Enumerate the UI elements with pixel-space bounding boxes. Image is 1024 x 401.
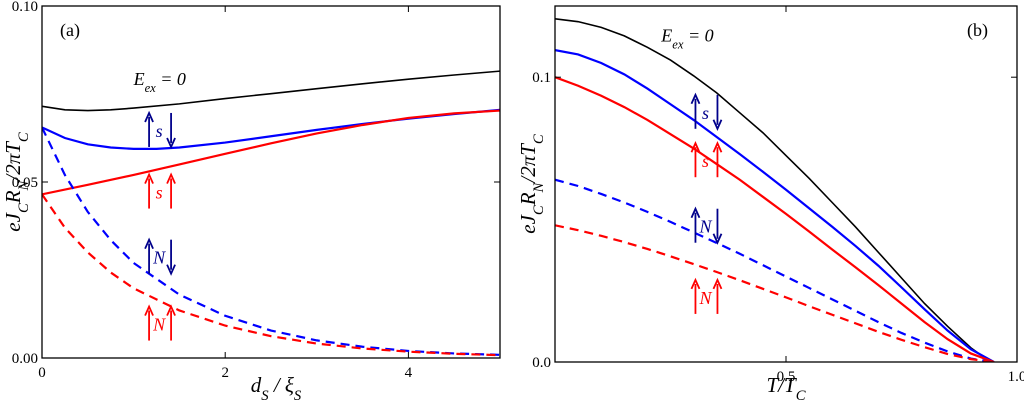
x-tick-label: 2 — [221, 365, 229, 381]
annotation-label: N — [152, 315, 166, 335]
series-line-3 — [555, 178, 995, 362]
series-line-0 — [42, 70, 500, 112]
y-axis-label: eJCRN/2πTC — [1, 132, 32, 232]
annotation-label: s — [702, 103, 709, 123]
annotation-antiparallel-N: N — [690, 206, 723, 245]
annotation-label: N — [698, 217, 712, 237]
series-line-4 — [555, 224, 995, 362]
x-tick-label: 1.0 — [1008, 369, 1024, 385]
x-axis-label: dS / ξS — [251, 373, 302, 401]
annotation-label: N — [698, 288, 712, 308]
annotation-parallel-N: N — [144, 304, 176, 341]
y-tick-label: 0.05 — [12, 175, 38, 191]
annotation-antiparallel-N: N — [144, 237, 176, 276]
x-axis-label: T/TC — [767, 373, 806, 401]
y-axis-label: eJCRN/2πTC — [516, 134, 547, 234]
series-line-2 — [42, 109, 500, 196]
x-tick-label: 0 — [38, 365, 46, 381]
annotation-parallel-s: s — [144, 172, 176, 209]
series-line-4 — [42, 193, 500, 357]
panel-label: (a) — [60, 20, 80, 41]
annotation-label: N — [152, 248, 166, 268]
eex-annotation: Eex = 0 — [133, 69, 186, 95]
annotation-parallel-N: N — [690, 277, 723, 314]
annotation-antiparallel-s: s — [144, 110, 176, 150]
series-line-1 — [555, 49, 995, 362]
annotation-antiparallel-s: s — [690, 92, 723, 132]
series-line-3 — [42, 126, 500, 356]
y-tick-label: 0.00 — [12, 351, 38, 367]
panel-label: (b) — [967, 20, 988, 41]
x-tick-label: 4 — [405, 365, 413, 381]
annotation-parallel-s: s — [690, 141, 723, 178]
series-line-0 — [555, 18, 995, 362]
annotation-label: s — [702, 151, 709, 171]
plot-frame — [41, 5, 501, 359]
annotation-label: s — [156, 183, 163, 203]
chart-panel-b: 0.5 1.0 0.0 0.1 (b) eJCRN/2πTC T/TC Eex = 0 s s N N — [516, 5, 1024, 401]
series-line-2 — [555, 76, 995, 362]
eex-annotation: Eex = 0 — [660, 26, 713, 52]
plot-frame — [554, 5, 1018, 363]
x-tick-label: 0.5 — [777, 369, 796, 385]
y-tick-label: 0.1 — [532, 70, 551, 86]
y-tick-label: 0.10 — [12, 0, 38, 15]
annotation-label: s — [156, 121, 163, 141]
chart-panel-a: 0 2 4 0.00 0.05 0.10 (a) eJCRN/2πTC dS / ξS Eex =… — [1, 0, 501, 401]
y-tick-label: 0.0 — [532, 355, 551, 371]
